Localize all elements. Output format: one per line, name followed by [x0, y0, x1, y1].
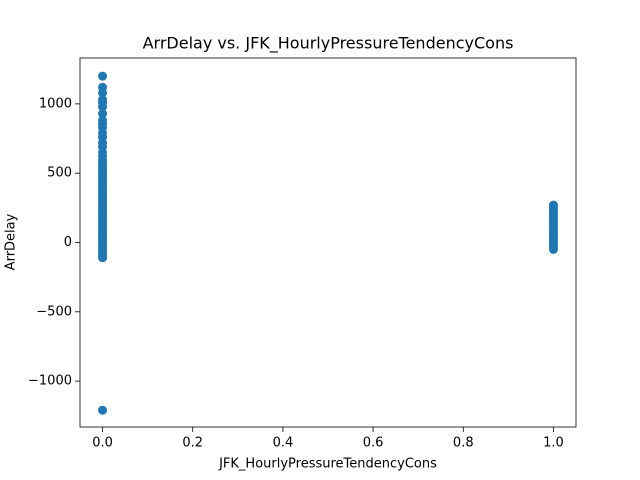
scatter-point — [98, 405, 108, 415]
scatter-point — [98, 95, 108, 105]
x-tick-label: 0.2 — [182, 436, 203, 451]
y-tick-label: −500 — [36, 304, 72, 319]
scatter-point — [98, 71, 108, 81]
scatter-point — [548, 200, 558, 210]
y-tick-label: 0 — [64, 235, 72, 250]
y-tick-label: −1000 — [28, 374, 72, 389]
x-tick-label: 0.6 — [363, 436, 384, 451]
x-tick-label: 1.0 — [543, 436, 564, 451]
x-axis-label: JFK_HourlyPressureTendencyCons — [218, 457, 437, 472]
y-tick-label: 1000 — [39, 96, 72, 111]
plot-frame — [79, 57, 577, 428]
chart-title: ArrDelay vs. JFK_HourlyPressureTendencyC… — [143, 34, 514, 54]
x-tick-label: 0.8 — [453, 436, 474, 451]
scatter-point — [98, 82, 108, 92]
scatter-point — [98, 109, 108, 119]
scatter-point — [98, 116, 108, 126]
x-tick-label: 0.0 — [92, 436, 113, 451]
y-axis-label: ArrDelay — [4, 213, 19, 270]
y-tick-label: 500 — [47, 166, 72, 181]
x-tick-label: 0.4 — [273, 436, 294, 451]
